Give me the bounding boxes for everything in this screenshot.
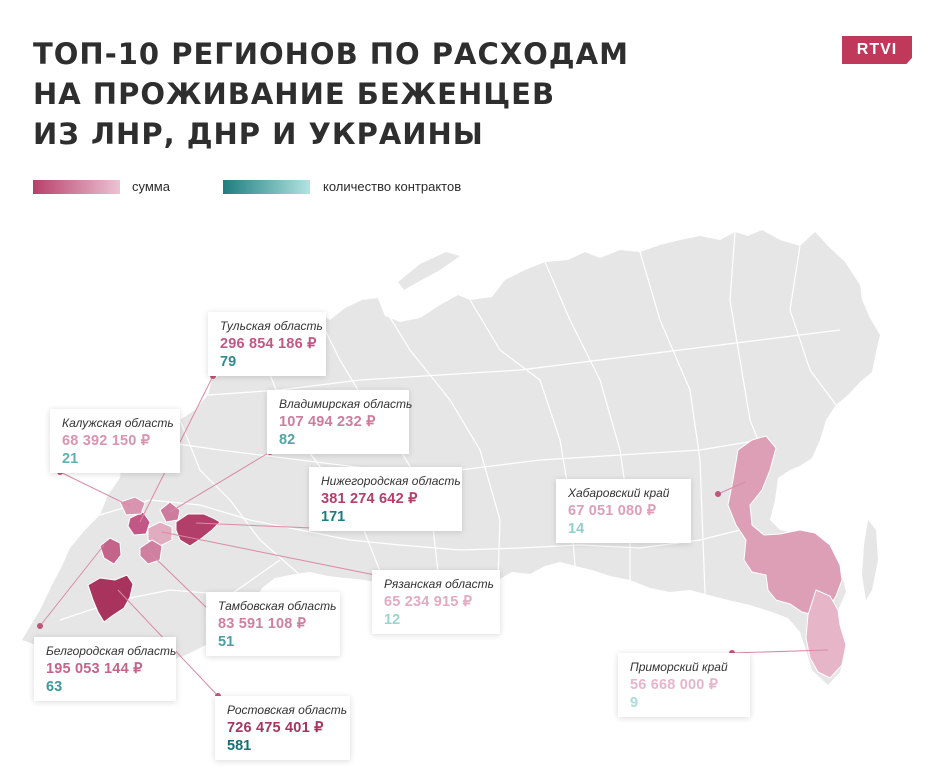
border-line [729,231,771,471]
leader-line-belgorod [39,544,105,627]
leader-line-ryazan [161,531,376,576]
region-sum: 296 854 186 ₽ [220,336,317,352]
leader-line-vladimir [169,451,271,513]
leader-line-tambov [149,552,211,612]
region-shape-primorsky [805,589,847,679]
novaya-zemlya [398,252,460,290]
region-sum: 726 475 401 ₽ [227,720,324,736]
leader-line-khabarovsk [717,481,746,495]
leader-dot-belgorod [37,623,43,629]
region-card-vladimir: Владимирская область 107 494 232 ₽ 82 [267,390,413,454]
sakhalin-island [862,520,878,600]
region-count: 171 [321,509,346,525]
page-title: ТОП-10 РЕГИОНОВ ПО РАСХОДАМ НА ПРОЖИВАНИ… [33,34,673,154]
region-name: Владимирская область [279,397,413,411]
leader-line-nizhny [195,522,313,529]
region-count: 82 [279,432,296,448]
region-name: Белгородская область [46,644,177,658]
region-count: 51 [218,634,235,650]
region-shape-khabarovsk [727,435,843,617]
border-line [789,245,837,406]
rtvi-logo: RTVI [842,36,912,64]
region-name: Нижегородская область [321,474,461,488]
border-line [207,329,841,396]
leader-line-primorsky [731,649,829,654]
region-name: Ростовская область [227,703,348,717]
region-sum: 67 051 080 ₽ [568,503,657,519]
region-name: Тамбовская область [218,599,337,613]
region-sum: 195 053 144 ₽ [46,661,143,677]
legend-sum-label: сумма [132,179,170,194]
region-count: 79 [220,354,237,370]
region-shape-nizhny [175,513,221,547]
border-line [179,419,301,576]
region-count: 12 [384,612,401,628]
region-count: 9 [630,695,639,711]
region-name: Тульская область [220,319,323,333]
legend-count-label: количество контрактов [323,179,462,194]
border-line [377,297,501,581]
leader-line-kaluga [59,471,131,507]
region-sum: 107 494 232 ₽ [279,414,376,430]
region-count: 21 [62,451,79,467]
region-count: 581 [227,738,252,754]
title-line-3: ИЗ ЛНР, ДНР И УКРАИНЫ [33,117,484,151]
region-sum: 65 234 915 ₽ [384,594,473,610]
region-name: Приморский край [630,660,728,674]
border-line [99,499,741,551]
region-card-tambov: Тамбовская область 83 591 108 ₽ 51 [206,592,340,656]
region-card-nizhny: Нижегородская область 381 274 642 ₽ 171 [309,467,462,531]
region-count: 14 [568,521,585,537]
region-shape-tambov [139,539,163,565]
region-card-tula: Тульская область 296 854 186 ₽ 79 [208,312,326,376]
region-shape-belgorod [99,537,122,565]
region-sum: 381 274 642 ₽ [321,491,418,507]
region-name: Калужская область [62,416,174,430]
legend-sum-gradient [33,180,120,194]
region-sum: 56 668 000 ₽ [630,677,719,693]
legend-count-gradient [223,180,310,194]
border-line [639,251,706,595]
region-card-khabarovsk: Хабаровский край 67 051 080 ₽ 14 [556,479,691,543]
region-name: Хабаровский край [568,486,670,500]
region-card-kaluga: Калужская область 68 392 150 ₽ 21 [50,409,180,473]
region-shape-tula [127,511,151,536]
title-line-2: НА ПРОЖИВАНИЕ БЕЖЕНЦЕВ [33,77,556,111]
region-card-belgorod: Белгородская область 195 053 144 ₽ 63 [34,637,176,701]
title-line-1: ТОП-10 РЕГИОНОВ ПО РАСХОДАМ [33,37,629,71]
highlighted-regions [87,435,847,679]
region-card-rostov: Ростовская область 726 475 401 ₽ 581 [215,696,350,760]
region-sum: 83 591 108 ₽ [218,616,307,632]
region-count: 63 [46,679,63,695]
region-sum: 68 392 150 ₽ [62,433,151,449]
region-card-ryazan: Рязанская область 65 234 915 ₽ 12 [372,570,500,634]
region-shape-kaluga [119,496,146,516]
leader-lines [39,375,829,697]
region-shape-rostov [87,574,134,623]
russia-landmass [22,230,880,685]
region-shape-ryazan [147,521,173,547]
region-card-primorsky: Приморский край 56 668 000 ₽ 9 [618,653,750,717]
leader-dot-khabarovsk [715,491,721,497]
region-name: Рязанская область [384,577,494,591]
